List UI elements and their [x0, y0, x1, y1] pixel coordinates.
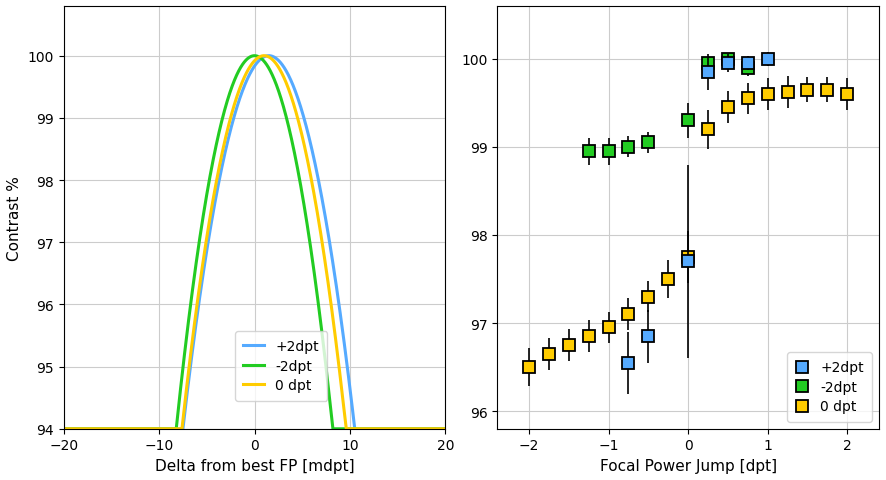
X-axis label: Focal Power Jump [dpt]: Focal Power Jump [dpt] [600, 458, 777, 473]
Legend: +2dpt, -2dpt, 0 dpt: +2dpt, -2dpt, 0 dpt [235, 331, 327, 401]
Y-axis label: Contrast %: Contrast % [7, 176, 22, 260]
X-axis label: Delta from best FP [mdpt]: Delta from best FP [mdpt] [155, 458, 354, 473]
Legend: +2dpt, -2dpt, 0 dpt: +2dpt, -2dpt, 0 dpt [787, 352, 872, 422]
